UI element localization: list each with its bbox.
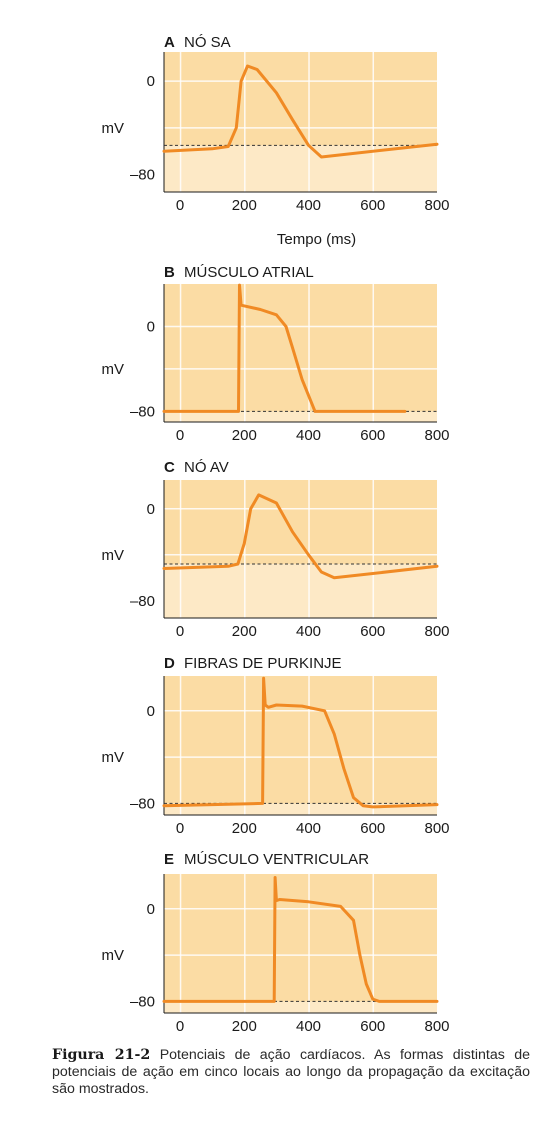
x-tick-label: 800 <box>424 427 449 444</box>
y-tick-label: –80 <box>130 795 155 812</box>
x-tick-label: 200 <box>232 427 257 444</box>
y-tick-label: –80 <box>130 167 155 184</box>
x-tick-label: 800 <box>424 623 449 640</box>
panel-title: FIBRAS DE PURKINJE <box>184 655 342 672</box>
x-tick-label: 200 <box>232 197 257 214</box>
y-axis-label: mV <box>102 749 125 766</box>
x-tick-label: 400 <box>296 820 321 837</box>
action-potential-trace <box>162 64 439 159</box>
y-axis-label: mV <box>102 947 125 964</box>
x-tick-label: 200 <box>232 1018 257 1035</box>
x-tick-label: 600 <box>360 623 385 640</box>
y-axis-label: mV <box>102 547 125 564</box>
action-potential-trace <box>162 493 439 580</box>
panel-title: MÚSCULO VENTRICULAR <box>184 851 369 868</box>
panel-letter: C <box>164 459 175 476</box>
caption-label: Figura 21-2 <box>52 1047 151 1063</box>
plot-background <box>164 874 437 1013</box>
figure-caption: Figura 21-2 Potenciais de ação cardíacos… <box>52 1047 530 1098</box>
x-tick-label: 400 <box>296 197 321 214</box>
panel-title: NÓ AV <box>184 459 229 476</box>
caption-text: Potenciais de ação cardíacos. As formas … <box>52 1047 530 1097</box>
plot-background-lower <box>164 1001 437 1013</box>
y-axis-label: mV <box>102 361 125 378</box>
chart-panel-d: D FIBRAS DE PURKINJE 0 –80 mV 0 200 400 600 800 <box>102 655 450 837</box>
y-tick-label: 0 <box>147 703 155 720</box>
x-tick-label: 600 <box>360 820 385 837</box>
y-tick-label: 0 <box>147 73 155 90</box>
x-tick-label: 0 <box>176 820 184 837</box>
y-tick-label: –80 <box>130 993 155 1010</box>
x-tick-label: 200 <box>232 623 257 640</box>
y-tick-label: –80 <box>130 593 155 610</box>
panel-title: NÓ SA <box>184 34 231 51</box>
x-tick-label: 0 <box>176 427 184 444</box>
panel-title: MÚSCULO ATRIAL <box>184 264 314 281</box>
plot-background-lower <box>164 803 437 815</box>
x-tick-label: 400 <box>296 623 321 640</box>
plot-background-lower <box>164 145 437 192</box>
chart-panel-c: C NÓ AV 0 –80 mV 0 200 400 600 800 <box>102 459 450 640</box>
x-tick-label: 0 <box>176 1018 184 1035</box>
chart-panel-b: B MÚSCULO ATRIAL 0 –80 mV 0 200 400 600 800 <box>102 264 450 444</box>
plot-background <box>164 284 437 422</box>
x-axis-label: Tempo (ms) <box>277 231 356 248</box>
plot-background-lower <box>164 411 437 422</box>
plot-background <box>164 676 437 815</box>
panel-letter: D <box>164 655 175 672</box>
action-potential-trace <box>162 876 439 1003</box>
y-tick-label: 0 <box>147 901 155 918</box>
x-tick-label: 0 <box>176 623 184 640</box>
y-tick-label: 0 <box>147 501 155 518</box>
action-potential-trace <box>162 676 439 809</box>
plot-background-lower <box>164 563 437 618</box>
x-tick-label: 0 <box>176 197 184 214</box>
figure: A NÓ SA 0 –80 mV 0 200 400 600 800 Tempo (ms) B MÚSC… <box>102 34 450 1035</box>
y-axis-label: mV <box>102 120 125 137</box>
x-tick-label: 400 <box>296 1018 321 1035</box>
x-tick-label: 200 <box>232 820 257 837</box>
chart-panel-e: E MÚSCULO VENTRICULAR 0 –80 mV 0 200 400 600 800 <box>102 851 450 1035</box>
y-tick-label: 0 <box>147 318 155 335</box>
x-tick-label: 600 <box>360 197 385 214</box>
x-tick-label: 800 <box>424 1018 449 1035</box>
x-tick-label: 600 <box>360 427 385 444</box>
panel-letter: B <box>164 264 175 281</box>
x-tick-label: 400 <box>296 427 321 444</box>
x-tick-label: 800 <box>424 820 449 837</box>
y-tick-label: –80 <box>130 403 155 420</box>
x-tick-label: 600 <box>360 1018 385 1035</box>
panel-letter: E <box>164 851 174 868</box>
x-tick-label: 800 <box>424 197 449 214</box>
chart-panel-a: A NÓ SA 0 –80 mV 0 200 400 600 800 Tempo (ms) <box>102 34 450 248</box>
action-potential-trace <box>162 283 407 413</box>
panel-letter: A <box>164 34 175 51</box>
